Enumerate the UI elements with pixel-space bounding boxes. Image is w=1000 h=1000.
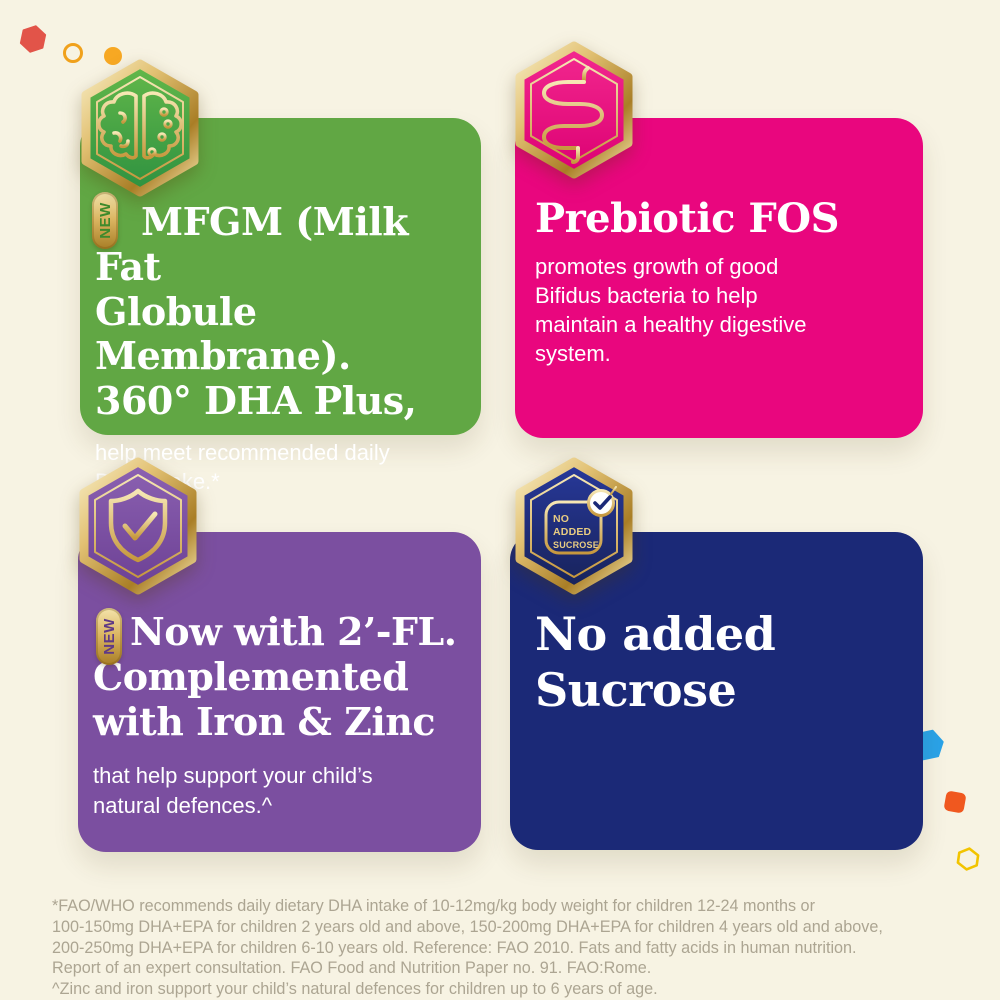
shield-check-icon: [79, 457, 197, 595]
deco-red-hexagon: [19, 25, 47, 53]
no-added-sucrose-icon: NO ADDED SUCROSE: [515, 457, 633, 595]
new-badge-label: NEW: [100, 618, 118, 655]
badge-text-no: NO: [553, 513, 569, 525]
intestine-icon: [515, 41, 633, 179]
new-badge-label: NEW: [96, 202, 114, 239]
card-body: that help support your child’s natural d…: [93, 763, 373, 818]
card-heading: MFGM (Milk Fat Globule Membrane). 360° D…: [95, 199, 417, 424]
footnote-text: *FAO/WHO recommends daily dietary DHA in…: [52, 897, 883, 998]
card-body: promotes growth of good Bifidus bacteria…: [535, 254, 807, 367]
card-2fl-iron-zinc: NEW Now with 2’-FL. Complemented with Ir…: [78, 532, 481, 852]
deco-orange-ring: [63, 43, 83, 63]
new-badge: NEW: [96, 608, 122, 665]
card-heading: Prebiotic FOS: [535, 195, 840, 242]
badge-text-sucrose: SUCROSE: [553, 540, 599, 550]
card-no-added-sucrose: No added Sucrose: [510, 532, 923, 850]
card-heading: No added Sucrose: [535, 607, 776, 718]
deco-yellow-hexagon: [956, 847, 980, 871]
new-badge: NEW: [92, 192, 118, 249]
badge-text-added: ADDED: [553, 526, 592, 538]
deco-orange-dot: [104, 47, 122, 65]
deco-orange-square: [943, 790, 967, 814]
brain-circuit-icon: [81, 59, 199, 197]
card-heading: Now with 2’-FL. Complemented with Iron &…: [93, 609, 457, 744]
